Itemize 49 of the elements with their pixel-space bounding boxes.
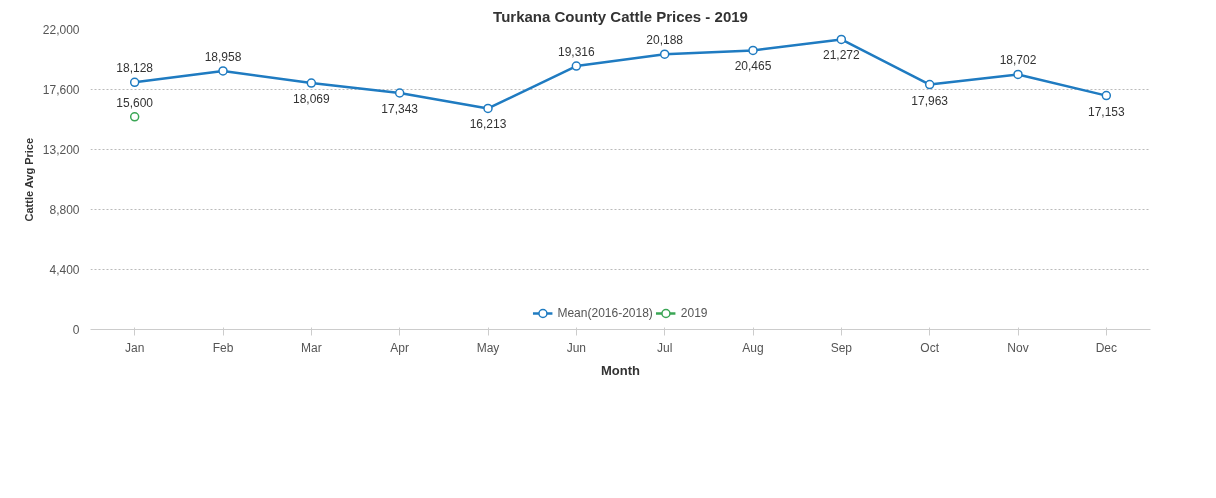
x-axis-title: Month [601,362,641,378]
point [571,61,582,71]
x-tick-label: Nov [1007,340,1029,355]
x-tick-label: Apr [390,340,410,355]
x-tick-label: Sep [830,340,853,355]
y-tick-label: 8,800 [49,203,80,217]
x-tick-label: May [476,340,500,355]
point [306,78,317,88]
point [748,45,758,56]
data-label: 18,958 [204,49,242,64]
point [659,49,670,59]
data-label: 20,465 [734,59,772,74]
data-label: 19,316 [557,45,596,60]
data-label: 16,213 [469,117,507,132]
point [218,66,228,76]
y-tick-label: 13,200 [42,143,80,157]
x-tick-label: Dec [1095,340,1118,355]
x-tick-label: Jun [566,340,587,355]
y-axis-title: Cattle Avg Price [22,137,35,222]
legend-label: Mean(2016-2018) [557,306,653,320]
point [394,88,405,98]
data-label: 15,600 [116,95,154,110]
y-tick-label: 17,600 [42,83,80,97]
legend-label: 2019 [680,306,708,320]
data-label: 18,702 [999,53,1037,68]
data-label: 17,153 [1087,104,1126,119]
y-tick-label: 22,000 [42,23,80,37]
data-label: 17,343 [381,102,419,116]
point [1101,90,1112,101]
point [924,79,935,90]
x-tick-label: Mar [301,340,322,355]
point [129,112,140,122]
y-tick-label: 4,400 [49,263,80,277]
data-label: 18,128 [116,61,154,76]
data-label: 20,188 [646,33,684,48]
point [129,77,140,88]
x-tick-label: Aug [742,340,764,355]
y-tick-label: 0 [72,323,80,337]
x-tick-label: Jan [124,340,145,355]
data-label: 18,069 [292,92,331,107]
data-label: 17,963 [911,93,949,108]
point [836,34,847,45]
x-tick-label: Oct [920,340,940,355]
point [1013,69,1023,80]
data-label: 21,272 [822,48,861,63]
x-tick-label: Feb [212,340,234,355]
x-tick-label: Jul [657,340,673,355]
point [483,103,493,114]
chart-title: Turkana County Cattle Prices - 2019 [493,7,748,25]
